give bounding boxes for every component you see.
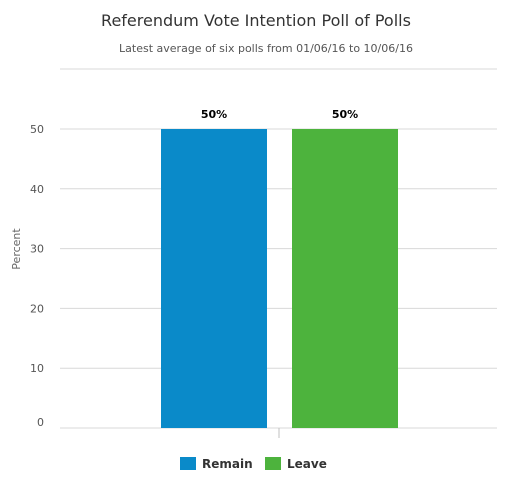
chart-title: Referendum Vote Intention Poll of Polls: [101, 11, 411, 30]
legend: Remain Leave: [180, 457, 327, 471]
y-tick-label: 40: [30, 183, 44, 196]
chart-subtitle: Latest average of six polls from 01/06/1…: [119, 42, 413, 55]
grid-layer: 0 10 20 30 40 50: [30, 68, 497, 438]
legend-swatch-leave: [265, 457, 281, 470]
y-axis-title: Percent: [10, 228, 23, 270]
bars-layer: [161, 129, 398, 428]
y-tick-label: 10: [30, 362, 44, 375]
y-tick-label: 20: [30, 302, 44, 315]
bar-leave: [292, 129, 398, 428]
legend-swatch-remain: [180, 457, 196, 470]
bar-remain: [161, 129, 267, 428]
y-tick-label: 50: [30, 123, 44, 136]
y-tick-label: 30: [30, 243, 44, 256]
data-labels-layer: 50% 50%: [201, 108, 358, 121]
y-tick-label: 0: [37, 416, 44, 429]
data-label-remain: 50%: [201, 108, 227, 121]
legend-label-remain: Remain: [202, 457, 253, 471]
data-label-leave: 50%: [332, 108, 358, 121]
legend-label-leave: Leave: [287, 457, 327, 471]
